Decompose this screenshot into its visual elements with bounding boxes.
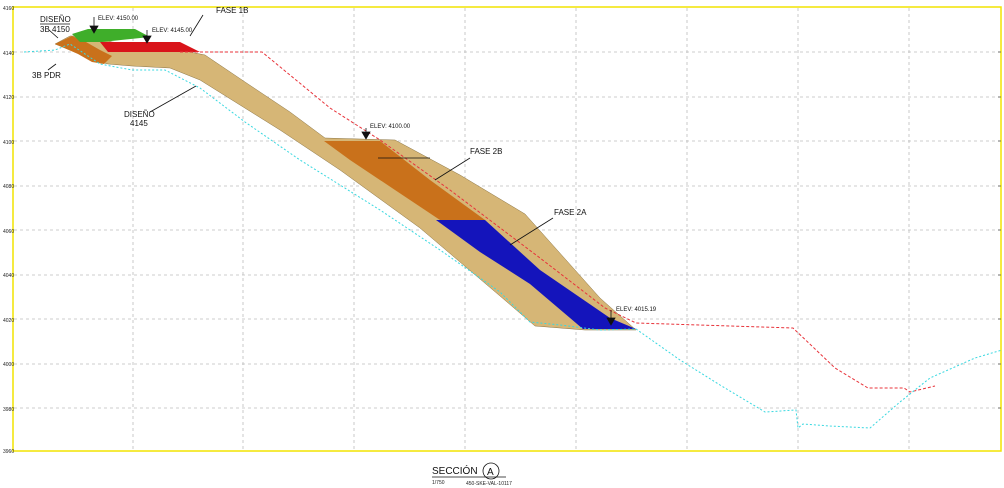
y-tick-label: 3960 [3,449,14,455]
design-3b-fill [72,29,150,42]
phase-2b-fill [324,141,485,220]
y-axis-labels: 4160 4140 4120 4100 4080 4060 4040 4020 … [3,6,14,455]
y-tick-label: 4100 [3,140,14,146]
y-tick-label: 4140 [3,51,14,57]
drawing-code: 450-SKE-VAL-10117 [466,481,512,487]
y-tick-label: 4160 [3,6,14,12]
y-tick-label: 4120 [3,95,14,101]
label-design-3b-sub: 3B 4150 [40,25,70,34]
section-scale: 1/750 [432,480,445,486]
y-tick-label: 4020 [3,318,14,324]
phase-3b-pdr-fill [55,36,112,64]
right-edge-ticks [998,51,1001,409]
y-tick-label: 4000 [3,362,14,368]
y-tick-label: 3980 [3,407,14,413]
label-3b-pdr: 3B PDR [32,71,61,80]
drawing-frame [12,6,1002,452]
label-design-4145: DISEÑO [124,110,155,119]
label-phase-1b: FASE 1B [216,6,248,15]
phase-1b-fill [100,42,200,52]
phase-2a-fill [436,220,636,329]
section-marker: A [487,467,494,478]
elevation-4145: ELEV: 4145.00 [152,28,193,34]
y-tick-label: 4040 [3,273,14,279]
section-marker-circle [482,462,500,480]
label-phase-2b: FASE 2B [470,147,502,156]
y-tick-label: 4060 [3,229,14,235]
terrain-line-cyan [23,43,1003,429]
label-phase-2a: FASE 2A [554,208,587,217]
label-design-4145-sub: 4145 [130,119,148,128]
y-tick-label: 4080 [3,184,14,190]
elevation-4015: ELEV: 4015.19 [616,307,657,313]
section-title-block: SECCIÓN A 1/750 450-SKE-VAL-10117 [432,462,512,487]
design-line-red [180,51,936,393]
label-design-3b: DISEÑO [40,15,71,24]
elevation-4150: ELEV: 4150.00 [98,16,139,22]
section-title: SECCIÓN [432,464,478,477]
leader-lines [47,14,616,326]
elevation-4100: ELEV: 4100.00 [370,124,411,130]
